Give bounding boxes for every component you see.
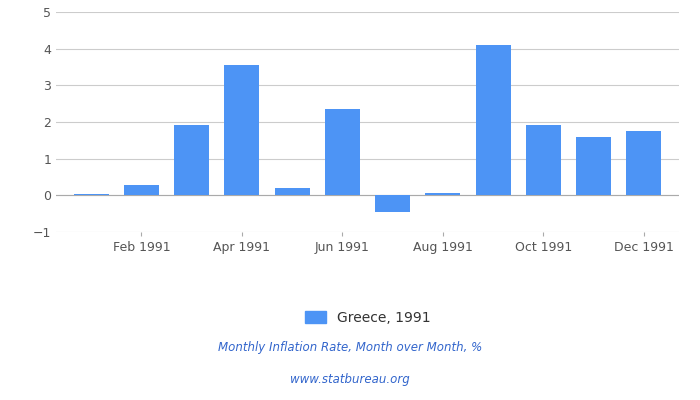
Text: www.statbureau.org: www.statbureau.org xyxy=(290,374,410,386)
Text: Monthly Inflation Rate, Month over Month, %: Monthly Inflation Rate, Month over Month… xyxy=(218,342,482,354)
Bar xyxy=(224,65,260,195)
Bar xyxy=(375,195,410,212)
Bar xyxy=(626,131,662,195)
Bar xyxy=(426,193,461,195)
Bar xyxy=(576,137,611,195)
Bar xyxy=(74,194,108,195)
Bar xyxy=(526,125,561,195)
Legend: Greece, 1991: Greece, 1991 xyxy=(299,305,436,330)
Bar xyxy=(274,188,309,195)
Bar xyxy=(174,124,209,195)
Bar xyxy=(475,45,511,195)
Bar xyxy=(325,109,360,195)
Bar xyxy=(124,186,159,195)
